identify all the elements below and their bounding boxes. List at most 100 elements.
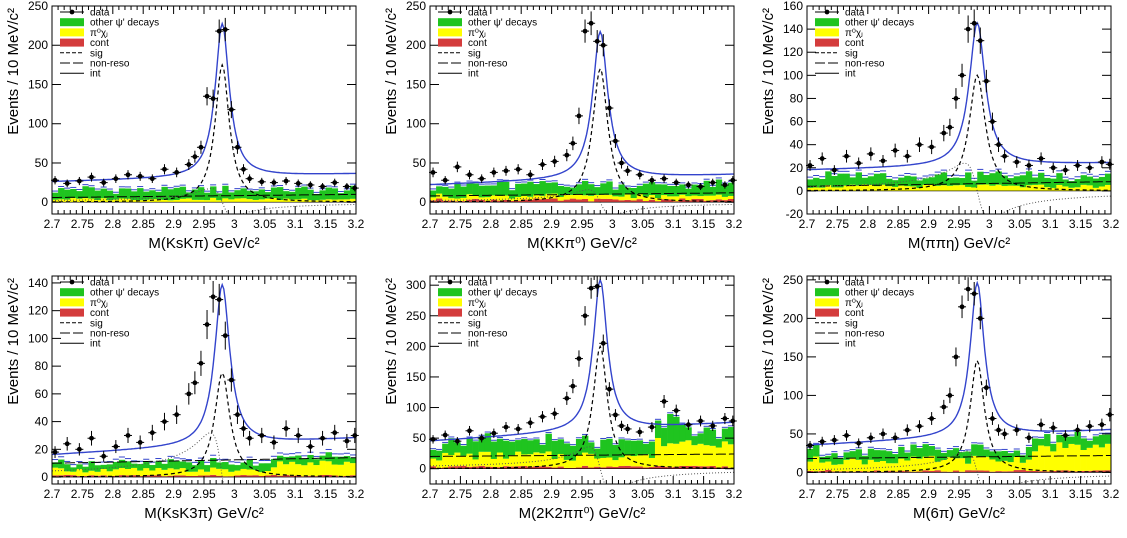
- other-decays-bar: [952, 448, 960, 459]
- pi0chi-bar: [618, 196, 625, 201]
- cont-bar: [630, 466, 638, 469]
- pi0chi-bar: [509, 198, 516, 201]
- data-point: [271, 180, 277, 186]
- pi0chi-bar: [1056, 184, 1063, 191]
- other-decays-bar: [892, 454, 899, 464]
- data-point: [613, 138, 618, 144]
- cont-bar: [204, 475, 211, 478]
- pi0chi-bar: [727, 444, 735, 468]
- data-point: [698, 184, 703, 189]
- x-tick-label: 2.75: [449, 217, 473, 231]
- cont-bar: [1044, 471, 1051, 473]
- other-decays-bar: [276, 187, 284, 200]
- data-point: [332, 180, 338, 186]
- x-tick-label: 2.9: [920, 487, 937, 501]
- data-point: [600, 340, 606, 346]
- legend-swatch: [60, 38, 84, 47]
- legend-label: data: [845, 8, 865, 19]
- pi0chi-bar: [252, 469, 260, 476]
- cont-bar: [624, 465, 631, 469]
- other-decays-bar: [521, 183, 528, 196]
- other-decays-bar: [137, 188, 144, 201]
- other-decays-bar: [563, 443, 571, 460]
- pi0chi-bar: [270, 467, 278, 475]
- other-decays-bar: [831, 453, 838, 465]
- other-decays-bar: [216, 462, 223, 469]
- y-tick-label: 0: [419, 462, 426, 476]
- legend-label: π⁰χⱼ: [90, 28, 108, 39]
- data-point: [241, 426, 246, 431]
- pi0chi-bar: [1001, 460, 1008, 472]
- data-point: [52, 449, 58, 455]
- other-decays-bar: [436, 450, 443, 461]
- x-tick-label: 3: [986, 487, 993, 501]
- cont-bar: [430, 466, 437, 469]
- other-decays-bar: [143, 191, 150, 200]
- other-decays-bar: [234, 465, 241, 471]
- x-tick-label: 2.85: [510, 487, 534, 501]
- other-decays-bar: [295, 455, 302, 465]
- other-decays-bar: [197, 187, 205, 200]
- pi0chi-bar: [594, 458, 601, 467]
- cont-bar: [264, 475, 272, 478]
- pi0chi-bar: [879, 184, 887, 191]
- other-decays-bar: [1080, 175, 1087, 185]
- other-decays-bar: [557, 439, 565, 455]
- data-point: [228, 107, 234, 113]
- pi0chi-bar: [721, 196, 729, 201]
- cont-bar: [654, 466, 662, 469]
- legend-label: int: [845, 69, 856, 80]
- other-decays-bar: [222, 462, 229, 470]
- pi0chi-bar: [313, 465, 320, 477]
- cont-bar: [709, 465, 717, 469]
- cont-bar: [563, 199, 571, 203]
- y-tick-label: 200: [406, 339, 426, 353]
- data-point: [149, 430, 155, 436]
- other-decays-bar: [264, 463, 272, 472]
- pi0chi-bar: [910, 456, 917, 472]
- pi0chi-bar: [1098, 447, 1106, 471]
- data-point: [953, 354, 959, 360]
- other-decays-bar: [448, 438, 455, 455]
- x-tick-label: 2.85: [887, 487, 911, 501]
- data-point: [996, 142, 1001, 148]
- y-tick-label: 20: [35, 442, 49, 456]
- other-decays-bar: [100, 464, 108, 470]
- pi0chi-bar: [1086, 185, 1094, 191]
- pi0chi-bar: [539, 195, 546, 200]
- data-point: [479, 176, 485, 182]
- data-point: [192, 154, 198, 160]
- pi0chi-bar: [490, 195, 498, 200]
- legend-label: non-reso: [845, 59, 885, 70]
- cont-bar: [977, 470, 984, 473]
- cont-bar: [276, 475, 284, 478]
- legend-label: non-reso: [845, 329, 885, 340]
- sig-curve: [807, 74, 1111, 192]
- other-decays-bar: [313, 459, 320, 466]
- data-point: [295, 433, 301, 438]
- other-decays-bar: [819, 178, 826, 188]
- chart-svg: 2.7 2.75 2.8 2.85 2.9 2.95 3 3.05 3.1 3.15 3.2 0 50 1…: [760, 273, 1120, 522]
- pi0chi-bar: [636, 194, 644, 200]
- cont-bar: [222, 476, 229, 478]
- pi0chi-bar: [879, 460, 887, 472]
- cont-bar: [545, 198, 552, 203]
- cont-bar: [527, 199, 534, 203]
- other-decays-bar: [319, 455, 326, 461]
- fit-curve: [51, 282, 357, 456]
- other-decays-bar: [898, 446, 905, 459]
- data-point: [283, 426, 289, 431]
- pi0chi-bar: [557, 196, 565, 201]
- other-decays-bar: [886, 178, 893, 187]
- other-decays-bar: [252, 465, 260, 470]
- pi0chi-bar: [661, 446, 668, 467]
- fit-curve: [807, 21, 1111, 171]
- other-decays-bar: [1074, 179, 1081, 188]
- legend-swatch: [815, 308, 839, 317]
- data-point: [1075, 427, 1080, 433]
- x-tick-label: 2.85: [132, 217, 156, 231]
- data-point: [540, 414, 545, 420]
- cont-bar: [582, 465, 589, 469]
- data-point: [442, 432, 448, 438]
- pi0chi-bar: [478, 197, 486, 200]
